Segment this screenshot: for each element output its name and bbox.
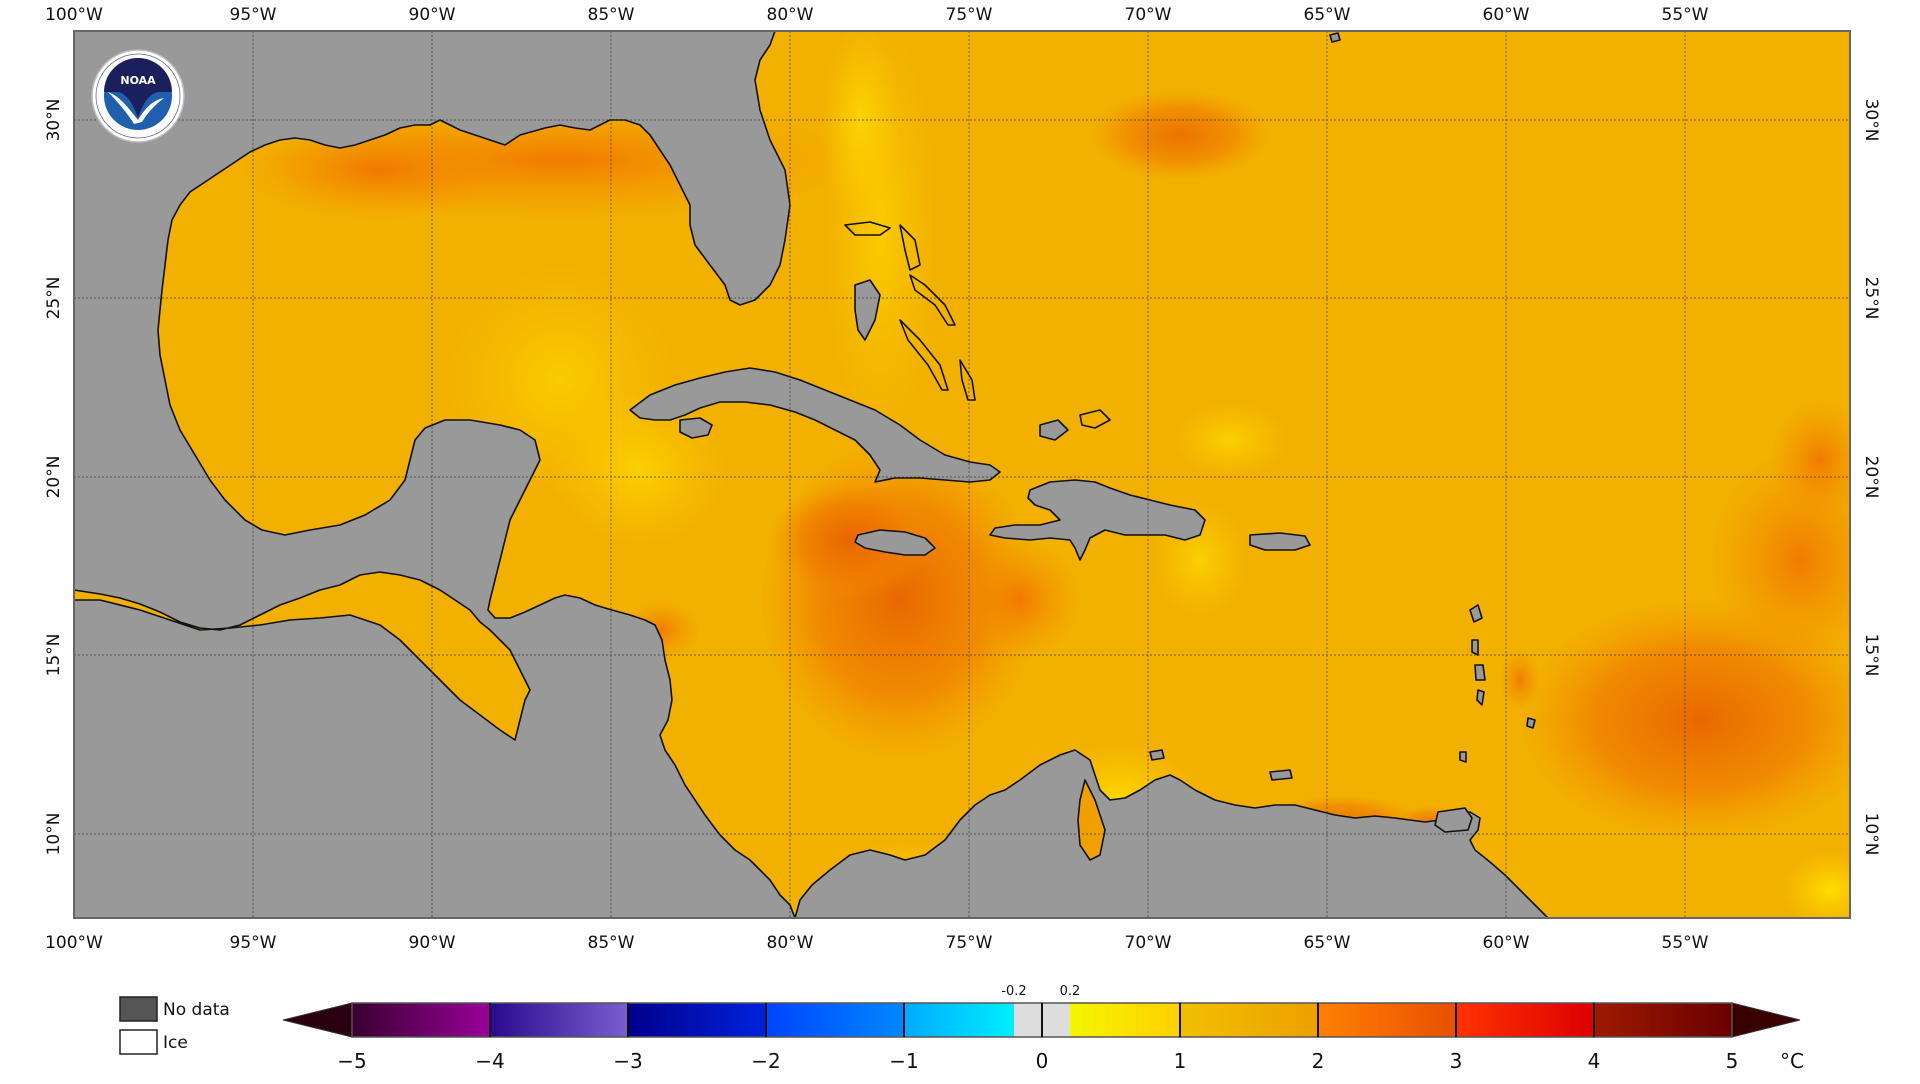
land-grenada <box>1459 751 1467 763</box>
land-north-america <box>74 31 796 918</box>
land-long-island <box>959 359 976 401</box>
map-panel[interactable] <box>74 10 1890 930</box>
land-grand-bahama <box>844 221 891 236</box>
lon-label: 100°W <box>45 933 103 953</box>
colorbar-tick-label: 5 <box>1726 1049 1739 1073</box>
lon-label: 55°W <box>1662 5 1709 25</box>
land-barbados <box>1526 717 1536 729</box>
land-cuba <box>629 367 1001 483</box>
lon-label: 95°W <box>230 933 277 953</box>
lat-label: 15°N <box>1861 634 1881 677</box>
no-data-label: No data <box>163 1000 230 1020</box>
land-martinique <box>1474 664 1486 681</box>
lon-labels-top: 100°W 95°W 90°W 85°W 80°W 75°W 70°W 65°W… <box>45 5 1709 25</box>
colorbar-tick-label: 0 <box>1036 1049 1049 1073</box>
lat-label: 20°N <box>1861 456 1881 499</box>
land-bermuda <box>1329 32 1341 43</box>
colorbar-extend-max <box>1731 1002 1801 1038</box>
lon-label: 60°W <box>1483 5 1530 25</box>
colorbar-tick-label: 2 <box>1312 1049 1325 1073</box>
colorbar-tick-label: 4 <box>1588 1049 1601 1073</box>
land-curacao-aruba <box>1149 749 1165 761</box>
no-data-swatch <box>119 996 158 1022</box>
land-inagua <box>1039 419 1069 441</box>
lat-label: 25°N <box>44 277 64 320</box>
lon-label: 60°W <box>1483 933 1530 953</box>
lat-label: 10°N <box>44 813 64 856</box>
graticule <box>74 31 1850 918</box>
lon-label: 55°W <box>1662 933 1709 953</box>
colorbar-tick-label: 3 <box>1450 1049 1463 1073</box>
lon-label: 80°W <box>767 5 814 25</box>
lon-label: 70°W <box>1125 5 1172 25</box>
lon-label: 85°W <box>588 5 635 25</box>
land-margarita <box>1269 769 1293 781</box>
lon-labels-bottom: 100°W 95°W 90°W 85°W 80°W 75°W 70°W 65°W… <box>45 933 1709 953</box>
land-isla-juventud <box>679 417 713 439</box>
lon-label: 90°W <box>409 933 456 953</box>
lon-label: 75°W <box>946 933 993 953</box>
colorbar-tick-label: −1 <box>889 1049 918 1073</box>
land-abaco <box>899 224 921 271</box>
colorbar-unit: °C <box>1780 1049 1804 1073</box>
lat-labels-left: 30°N 25°N 20°N 15°N 10°N <box>44 99 64 856</box>
lon-label: 70°W <box>1125 933 1172 953</box>
lon-label: 100°W <box>45 5 103 25</box>
ice-label: Ice <box>163 1033 188 1053</box>
lon-label: 90°W <box>409 5 456 25</box>
legend: No data Ice <box>119 996 230 1055</box>
lat-label: 30°N <box>44 99 64 142</box>
lon-label: 80°W <box>767 933 814 953</box>
ice-swatch <box>119 1029 158 1055</box>
land-puerto-rico <box>1249 532 1311 551</box>
colorbar-tick-label: −3 <box>613 1049 642 1073</box>
land-dominica <box>1471 639 1479 656</box>
lon-label: 95°W <box>230 5 277 25</box>
map-frame <box>73 30 1851 919</box>
lat-label: 20°N <box>44 456 64 499</box>
lat-labels-right: 30°N 25°N 20°N 15°N 10°N <box>1861 99 1881 856</box>
lon-label: 65°W <box>1304 5 1351 25</box>
colorbar-tick-label: −2 <box>751 1049 780 1073</box>
lat-label: 10°N <box>1861 813 1881 856</box>
land-trinidad <box>1434 807 1473 833</box>
colorbar-tick-label: −5 <box>337 1049 366 1073</box>
noaa-logo: NOAA <box>91 49 185 143</box>
colorbar-extend-min <box>282 1002 353 1038</box>
land-turks-caicos <box>1079 409 1111 429</box>
lon-label: 75°W <box>946 5 993 25</box>
lon-label: 85°W <box>588 933 635 953</box>
colorbar-small-label: -0.2 <box>1001 984 1026 999</box>
land-hispaniola <box>989 479 1206 561</box>
lon-label: 65°W <box>1304 933 1351 953</box>
land-jamaica <box>854 529 936 556</box>
lat-label: 15°N <box>44 634 64 677</box>
land-eleuthera <box>909 274 956 326</box>
land-guadeloupe <box>1469 604 1483 623</box>
land-st-lucia <box>1476 689 1485 706</box>
colorbar: -0.2 0.2 −5 −4 −3 −2 −1 0 1 2 3 4 5 °C <box>282 984 1804 1073</box>
lat-label: 25°N <box>1861 277 1881 320</box>
lat-label: 30°N <box>1861 99 1881 142</box>
colorbar-tick-label: −4 <box>475 1049 504 1073</box>
land-exuma <box>899 319 949 391</box>
colorbar-tick-label: 1 <box>1174 1049 1187 1073</box>
colorbar-small-label: 0.2 <box>1060 984 1081 999</box>
noaa-logo-text: NOAA <box>120 74 156 87</box>
land-andros <box>854 279 881 341</box>
lake-maracaibo <box>1077 779 1106 861</box>
